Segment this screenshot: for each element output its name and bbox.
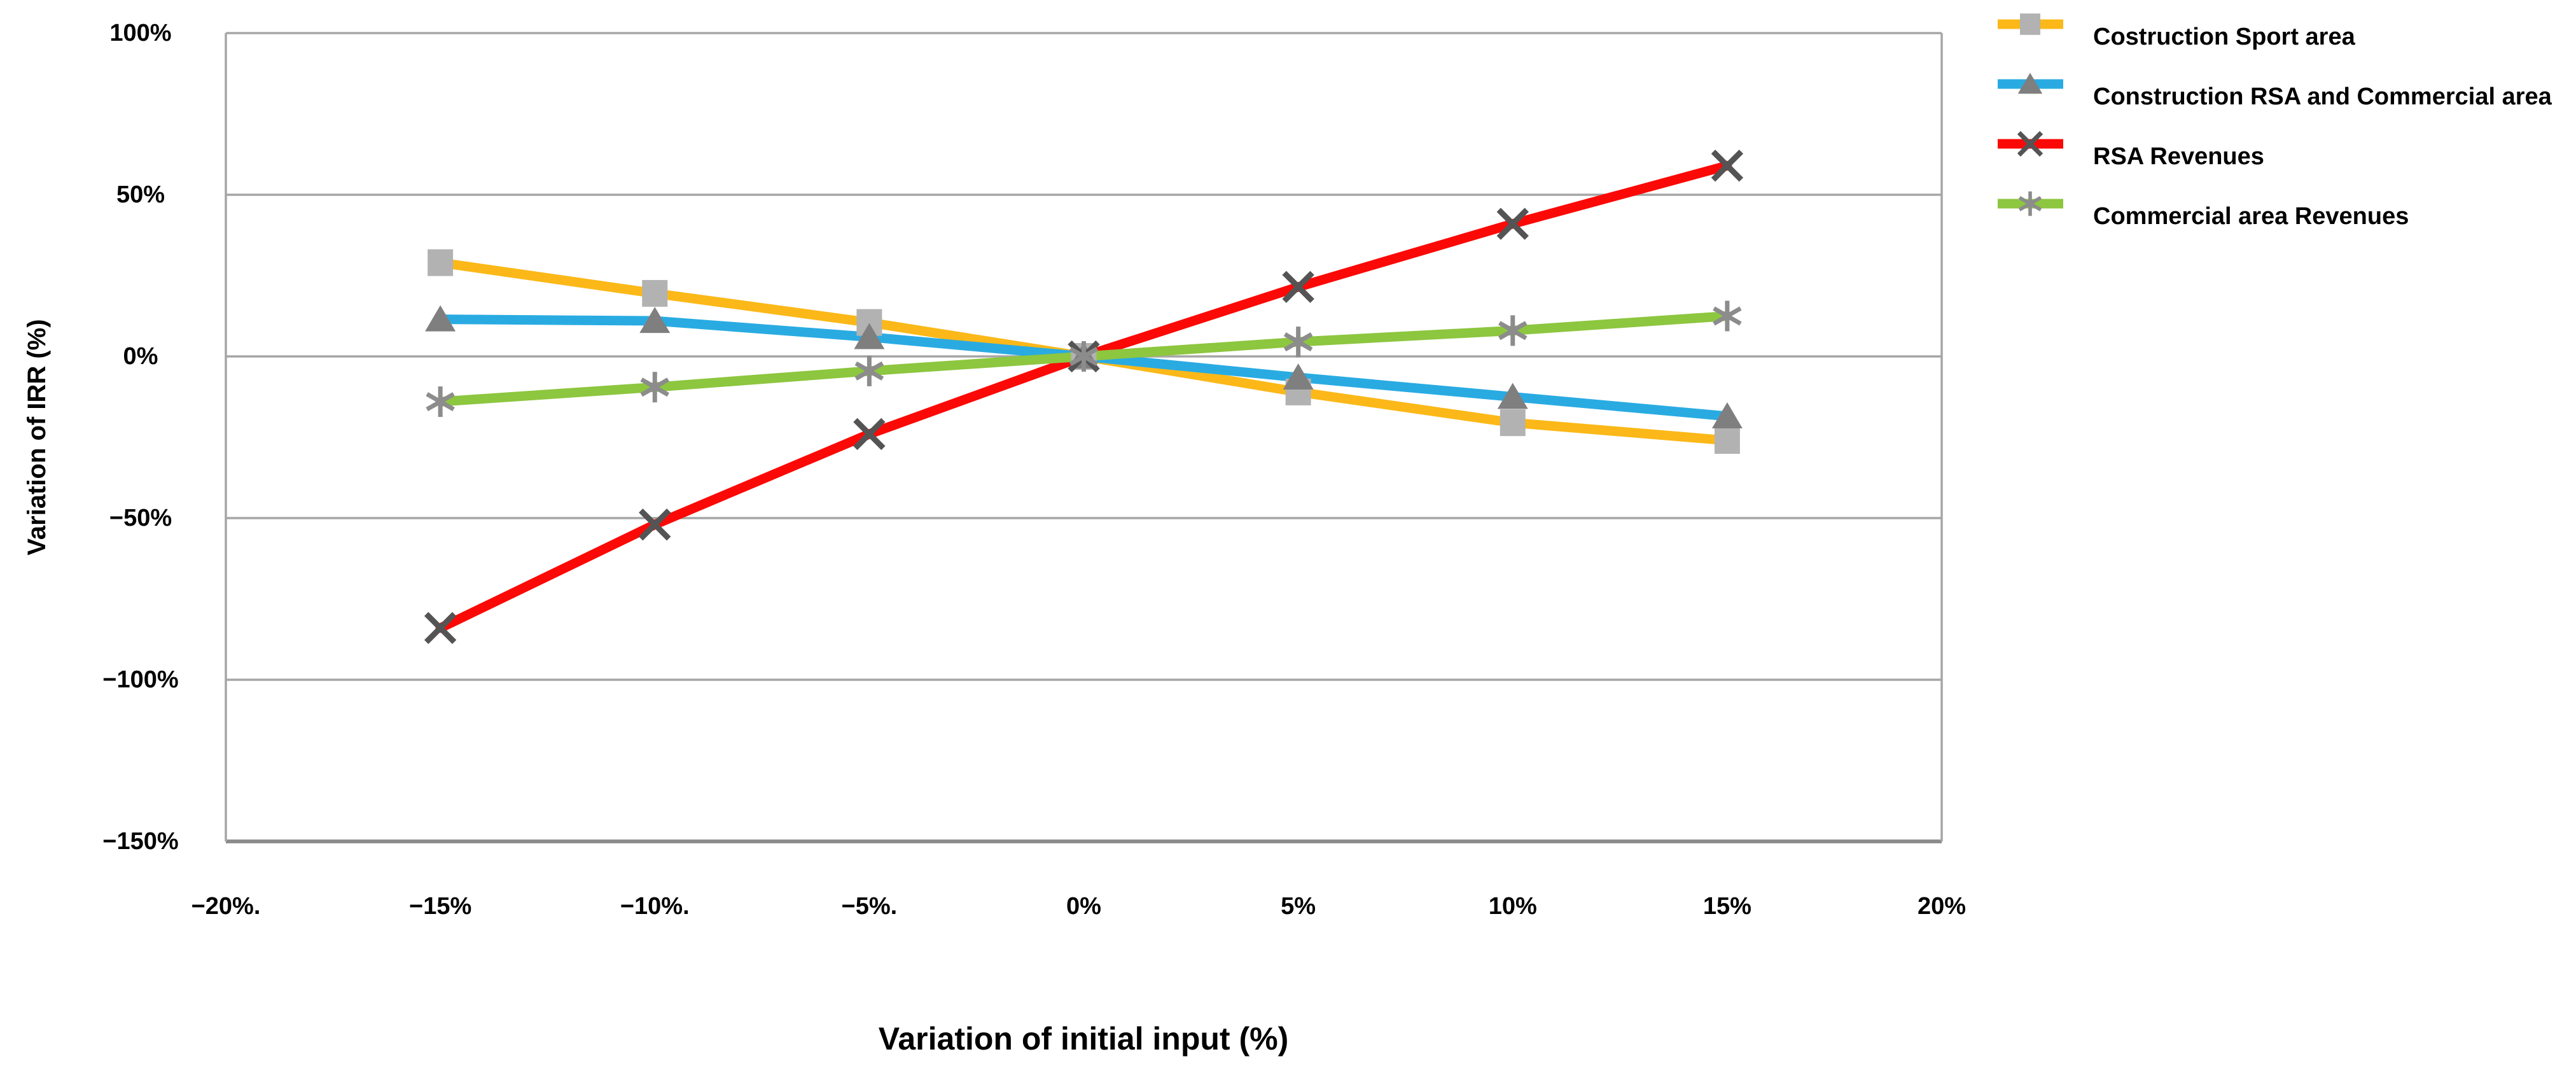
legend-label: RSA Revenues	[2093, 143, 2264, 170]
y-tick-label: 0%	[123, 343, 158, 370]
x-marker	[1496, 207, 1529, 240]
x-tick-label: 10%	[1489, 893, 1537, 920]
legend-label: Costruction Sport area	[2093, 24, 2356, 50]
x-tick-label: 5%	[1281, 893, 1316, 920]
legend-item: Costruction Sport area	[1998, 13, 2356, 50]
asterisk-marker	[426, 386, 455, 418]
asterisk-marker	[640, 372, 669, 403]
square-marker	[642, 279, 668, 307]
x-axis-title: Variation of initial input (%)	[879, 1021, 1288, 1057]
x-tick-label: −20%.	[191, 893, 261, 920]
square-marker	[1500, 409, 1526, 437]
asterisk-marker	[854, 355, 884, 386]
x-marker	[853, 418, 886, 451]
legend: Costruction Sport area Construction RSA a…	[1998, 13, 2552, 230]
marker-layer	[424, 150, 1744, 644]
triangle-marker	[639, 307, 671, 334]
y-tick-label: −100%	[102, 666, 178, 693]
y-axis-title: Variation of IRR (%)	[23, 319, 51, 555]
x-tick-label: 0%	[1066, 893, 1101, 920]
legend-item: RSA Revenues	[1998, 130, 2264, 170]
triangle-marker	[854, 323, 885, 349]
x-marker	[424, 612, 457, 644]
legend-label: Commercial area Revenues	[2093, 203, 2409, 230]
x-tick-label: −15%	[409, 893, 471, 920]
square-marker	[428, 249, 454, 276]
x-marker	[1711, 150, 1744, 182]
x-tick-label: −5%.	[842, 893, 898, 920]
x-marker	[639, 508, 671, 541]
x-marker	[1282, 271, 1314, 303]
square-marker	[2020, 13, 2040, 35]
square-marker	[1714, 427, 1740, 454]
y-tick-label: −50%	[109, 505, 172, 531]
asterisk-marker	[1713, 300, 1742, 332]
triangle-marker	[1283, 363, 1314, 390]
asterisk-marker	[1498, 315, 1528, 346]
asterisk-marker	[1283, 327, 1313, 358]
x-tick-label: 20%	[1918, 893, 1966, 920]
y-tick-label: 100%	[109, 20, 171, 46]
x-tick-label: −10%.	[620, 893, 690, 920]
legend-item: Construction RSA and Commercial area	[1998, 73, 2552, 110]
triangle-marker	[1711, 402, 1743, 428]
legend-item: Commercial area Revenues	[1998, 191, 2409, 230]
triangle-marker	[1497, 383, 1528, 409]
axis-tick-labels: 100% 50% 0% −50% −100% −150% −20%. −15% −10%. −5%…	[102, 20, 1966, 920]
x-marker	[2017, 130, 2043, 157]
asterisk-marker	[1069, 341, 1099, 372]
y-tick-label: 50%	[116, 181, 165, 208]
y-tick-label: −150%	[102, 828, 178, 855]
x-tick-label: 15%	[1703, 893, 1751, 920]
series-layer	[435, 160, 1732, 633]
asterisk-marker	[2018, 191, 2042, 216]
triangle-marker	[425, 305, 456, 332]
legend-label: Construction RSA and Commercial area	[2093, 83, 2552, 110]
triangle-marker	[2017, 73, 2043, 94]
